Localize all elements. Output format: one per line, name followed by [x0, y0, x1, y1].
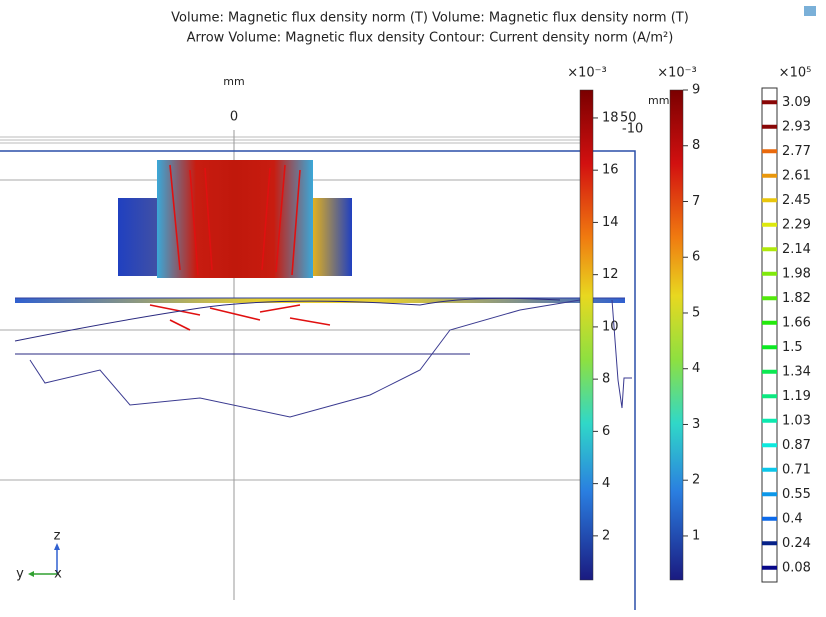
contour-level-label: 1.5	[782, 340, 803, 355]
colorbar-tick-label: 7	[692, 194, 700, 209]
contour-level-label: 2.61	[782, 168, 811, 183]
title-line: Volume: Magnetic flux density norm (T) V…	[171, 11, 689, 26]
contour-level-label: 3.09	[782, 95, 811, 110]
colorbar-tick-label: 3	[692, 417, 700, 432]
axis-label: 0	[230, 110, 238, 125]
colorbar-tick-label: 8	[692, 138, 700, 153]
axis-triad: z y x	[16, 529, 62, 582]
contour-level-label: 2.45	[782, 193, 811, 208]
contour-level-label: 1.82	[782, 291, 811, 306]
geometry	[0, 130, 636, 610]
colorbar-tick-label: 10	[602, 319, 619, 334]
title-line: Arrow Volume: Magnetic flux density Cont…	[187, 31, 674, 46]
contour-level-label: 2.14	[782, 242, 811, 257]
axis-unit: mm	[223, 75, 244, 88]
colorbar-multiplier: ×10⁻³	[567, 66, 607, 81]
axis-label: -10	[622, 122, 643, 137]
colorbar	[669, 89, 684, 581]
contour-level-label: 1.19	[782, 389, 811, 404]
contour-level-label: 1.98	[782, 266, 811, 281]
triad-label: x	[54, 567, 62, 582]
colorbar-tick-label: 12	[602, 267, 619, 282]
colorbar-tick-label: 2	[692, 473, 700, 488]
contour-level-label: 1.03	[782, 413, 811, 428]
toolbar-icon[interactable]	[804, 6, 816, 16]
colorbar-tick-label: 6	[692, 250, 700, 265]
contour-level-label: 0.4	[782, 511, 803, 526]
colorbar	[579, 89, 594, 581]
colorbar-tick-label: 18	[602, 110, 619, 125]
axis-label: 50	[620, 111, 637, 126]
contour-legend-multiplier: ×10⁵	[779, 66, 812, 81]
contour-level-label: 1.34	[782, 364, 811, 379]
contour-legend-box	[761, 87, 778, 583]
contour-level-label: 0.71	[782, 462, 811, 477]
contour-level-label: 0.08	[782, 560, 811, 575]
colorbar-tick-label: 14	[602, 215, 619, 230]
colorbar-tick-label: 4	[602, 476, 610, 491]
contour-level-label: 0.55	[782, 487, 811, 502]
colorbar-tick-label: 6	[602, 424, 610, 439]
contour-level-label: 2.77	[782, 144, 811, 159]
contour-level-label: 0.24	[782, 536, 811, 551]
colorbar-tick-label: 4	[692, 361, 700, 376]
colorbar-tick-label: 5	[692, 305, 700, 320]
axis-unit: mm	[648, 94, 669, 107]
colorbar-tick-label: 16	[602, 163, 619, 178]
triad-label: y	[16, 567, 24, 582]
contour-level-label: 0.87	[782, 438, 811, 453]
contour-level-label: 2.29	[782, 217, 811, 232]
colorbar-tick-label: 2	[602, 528, 610, 543]
colorbar-multiplier: ×10⁻³	[657, 66, 697, 81]
triad-label: z	[54, 529, 61, 544]
colorbar-tick-label: 1	[692, 528, 700, 543]
colorbar-tick-label: 9	[692, 83, 700, 98]
colorbar-tick-label: 8	[602, 372, 610, 387]
contour-level-label: 1.66	[782, 315, 811, 330]
contour-level-label: 2.93	[782, 119, 811, 134]
